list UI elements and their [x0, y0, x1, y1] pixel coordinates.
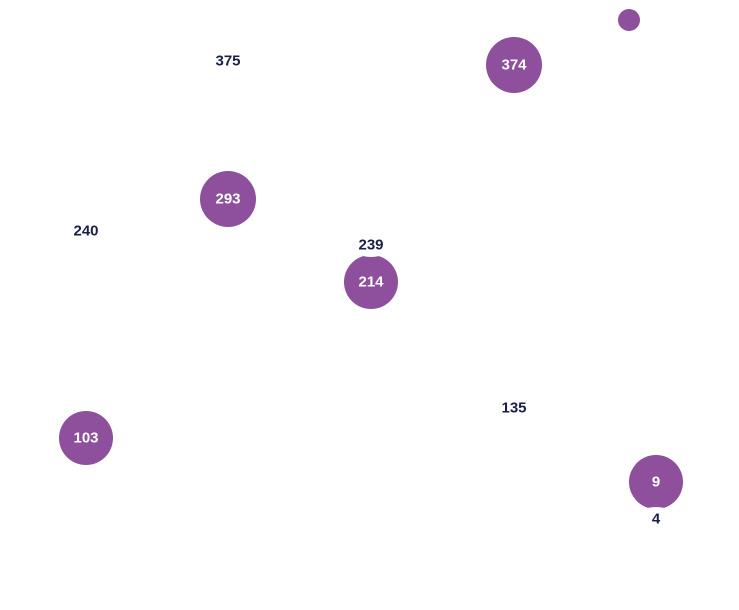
label-halo-4 [636, 507, 676, 531]
bubble-layer [59, 9, 683, 509]
bubble-label-103: 103 [73, 430, 98, 447]
label-halo-375 [208, 49, 248, 73]
bubble-214 [344, 255, 398, 309]
bubble-label-4: 4 [652, 511, 661, 528]
bubble-label-214: 214 [358, 274, 384, 291]
label-halo-240 [66, 219, 106, 243]
bubble-unlabeled [618, 9, 640, 31]
bubble-label-9: 9 [652, 474, 660, 491]
label-halo-135 [494, 396, 534, 420]
bubble-label-239: 239 [358, 237, 383, 254]
bubble-label-375: 375 [215, 53, 240, 70]
bubble-label-374: 374 [501, 57, 527, 74]
bubble-103 [59, 411, 113, 465]
bubble-9 [629, 455, 683, 509]
bubble-label-293: 293 [215, 191, 240, 208]
label-halo-239 [351, 233, 391, 257]
label-layer: 375 374 293 240 239 214 135 103 9 4 [66, 49, 676, 531]
bubble-label-240: 240 [73, 223, 98, 240]
bubble-label-135: 135 [501, 400, 526, 417]
bubble-293 [200, 171, 256, 227]
bubble-374 [486, 37, 542, 93]
